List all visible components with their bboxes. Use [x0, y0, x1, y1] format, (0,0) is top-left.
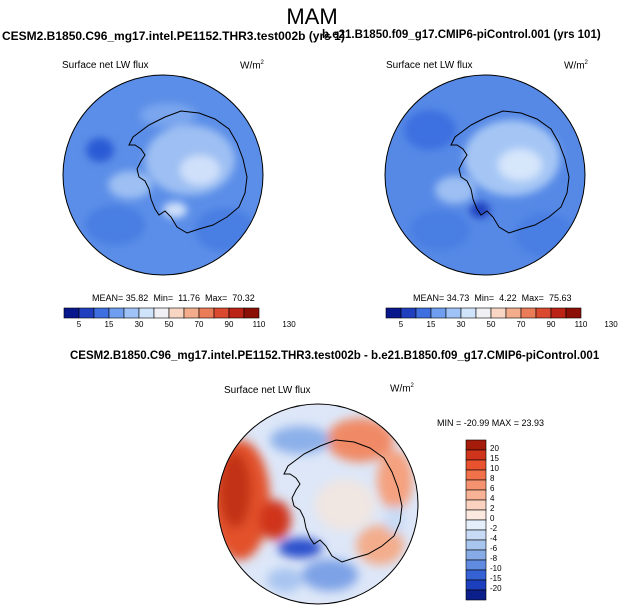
colorbar-panel-c [465, 439, 487, 601]
colorbar-a-swatch [138, 307, 155, 319]
colorbar-c-tick-label: 6 [490, 484, 495, 493]
colorbar-b-swatch [385, 307, 402, 319]
colorbar-a-swatch [183, 307, 200, 319]
colorbar-b-tick-label: 15 [426, 320, 436, 329]
season-title: MAM [286, 4, 338, 29]
colorbar-c-swatch [465, 579, 487, 591]
colorbar-a-tick-label: 15 [104, 320, 114, 329]
colorbar-c-swatch [465, 569, 487, 581]
colorbar-c-swatch [465, 539, 487, 551]
colorbar-a-tick-label: 70 [194, 320, 204, 329]
colorbar-b-swatch [430, 307, 447, 319]
colorbar-a-swatch [228, 307, 245, 319]
colorbar-a-tick-label: 30 [134, 320, 144, 329]
colorbar-c-swatch [465, 439, 487, 451]
colorbar-c-swatch [465, 529, 487, 541]
panel-b-case-title: b.e21.B1850.f09_g17.CMIP6-piControl.001 … [322, 29, 601, 41]
colorbar-c-swatch [465, 469, 487, 481]
panel-a-case-title: CESM2.B1850.C96_mg17.intel.PE1152.THR3.t… [2, 29, 345, 43]
colorbar-b-swatch [535, 307, 552, 319]
colorbar-c-tick-label: 15 [490, 454, 499, 463]
colorbar-c-tick-label: -10 [490, 564, 502, 573]
colorbar-c-tick-label: -4 [490, 534, 498, 543]
colorbar-c-swatch [465, 489, 487, 501]
colorbar-b-swatch [505, 307, 522, 319]
colorbar-b-swatch [400, 307, 417, 319]
colorbar-b-swatch [565, 307, 582, 319]
colorbar-panel-b [385, 307, 582, 319]
colorbar-a-swatch [123, 307, 140, 319]
colorbar-b-swatch [550, 307, 567, 319]
colorbar-c-tick-label: 10 [490, 464, 499, 473]
colorbar-a-tick-label: 130 [282, 320, 296, 329]
panel-a-units: W/m2 [240, 60, 264, 72]
colorbar-c-tick-label: 20 [490, 444, 499, 453]
panel-b-variable: Surface net LW flux [386, 60, 473, 71]
colorbar-a-tick-label: 110 [252, 320, 266, 329]
colorbar-c-swatch [465, 559, 487, 571]
colorbar-panel-a [63, 307, 260, 319]
colorbar-b-swatch [490, 307, 507, 319]
colorbar-c-tick-label: -15 [490, 574, 502, 583]
panel-c-variable: Surface net LW flux [224, 385, 311, 396]
colorbar-a-swatch [93, 307, 110, 319]
colorbar-b-tick-label: 50 [486, 320, 496, 329]
colorbar-b-swatch [415, 307, 432, 319]
colorbar-b-swatch [475, 307, 492, 319]
colorbar-a-tick-label: 5 [76, 320, 82, 329]
colorbar-a-tick-label: 90 [224, 320, 234, 329]
colorbar-c-tick-label: 0 [490, 514, 495, 523]
colorbar-a-swatch [78, 307, 95, 319]
panel-a-stats: MEAN= 35.82 Min= 11.76 Max= 70.32 [92, 293, 255, 303]
colorbar-c-swatch [465, 449, 487, 461]
panel-c-minmax: MIN = -20.99 MAX = 23.93 [437, 418, 545, 428]
colorbar-c-tick-label: -8 [490, 554, 498, 563]
map-panel-c [217, 403, 419, 605]
colorbar-b-swatch [460, 307, 477, 319]
colorbar-b-tick-label: 90 [546, 320, 556, 329]
colorbar-b-tick-label: 70 [516, 320, 526, 329]
colorbar-a-swatch [198, 307, 215, 319]
colorbar-a-swatch [213, 307, 230, 319]
colorbar-c-tick-label: 2 [490, 504, 495, 513]
colorbar-b-tick-label: 5 [398, 320, 404, 329]
colorbar-c-swatch [465, 519, 487, 531]
colorbar-a-swatch [153, 307, 170, 319]
colorbar-a-swatch [108, 307, 125, 319]
colorbar-a-swatch [243, 307, 260, 319]
colorbar-b-swatch [445, 307, 462, 319]
colorbar-c-swatch [465, 499, 487, 511]
colorbar-a-tick-label: 50 [164, 320, 174, 329]
panel-a-variable: Surface net LW flux [62, 60, 149, 71]
panel-b-stats: MEAN= 34.73 Min= 4.22 Max= 75.63 [413, 293, 572, 303]
map-panel-b [384, 74, 586, 276]
colorbar-a-swatch [168, 307, 185, 319]
colorbar-c-swatch [465, 549, 487, 561]
colorbar-c-swatch [465, 459, 487, 471]
colorbar-c-swatch [465, 479, 487, 491]
colorbar-b-tick-label: 30 [456, 320, 466, 329]
panel-b-units: W/m2 [564, 60, 588, 72]
colorbar-c-tick-label: -2 [490, 524, 498, 533]
map-panel-a [62, 74, 264, 276]
colorbar-c-tick-label: 4 [490, 494, 495, 503]
colorbar-c-tick-label: -20 [490, 584, 502, 593]
colorbar-a-swatch [63, 307, 80, 319]
colorbar-b-swatch [520, 307, 537, 319]
colorbar-c-swatch [465, 589, 487, 601]
colorbar-c-swatch [465, 509, 487, 521]
colorbar-b-tick-label: 110 [574, 320, 588, 329]
colorbar-b-tick-label: 130 [604, 320, 618, 329]
panel-c-case-title: CESM2.B1850.C96_mg17.intel.PE1152.THR3.t… [70, 350, 600, 362]
colorbar-c-tick-label: -6 [490, 544, 498, 553]
colorbar-c-tick-label: 8 [490, 474, 495, 483]
panel-c-units: W/m2 [390, 383, 414, 395]
